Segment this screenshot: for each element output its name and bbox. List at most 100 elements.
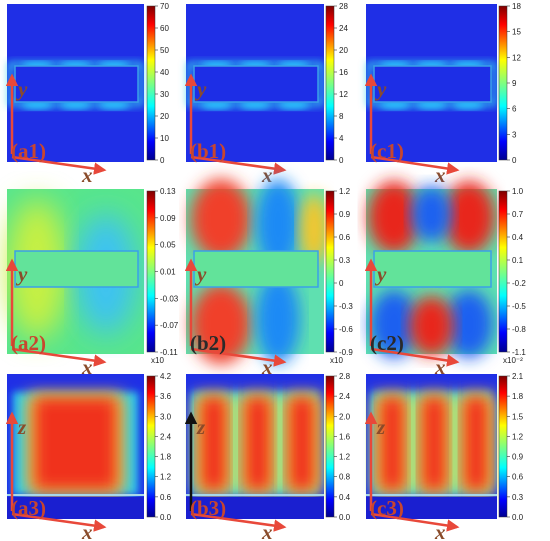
colorbar [498, 375, 508, 518]
colorbar-tick-label: 2.0 [339, 412, 351, 421]
panel-c3: z x (c3) 0.0 0.3 0.6 0.9 1.2 1.5 1.8 2.1 [364, 372, 524, 541]
colorbar [498, 5, 508, 161]
colorbar-tick-label: 60 [160, 24, 169, 33]
panel-b3: z x (b3) 0.0 0.4 0.8 1.2 1.6 2.0 2.4 2.8 [184, 372, 351, 541]
panel-a3: z x (a3) 0.0 0.6 1.2 1.8 2.4 3.0 3.6 4.2 [5, 372, 172, 541]
colorbar-tick-label: 2.8 [339, 372, 351, 381]
horizontal-axis-label: x [81, 163, 93, 187]
colorbar-tick-label: 70 [160, 2, 169, 11]
panel-label: (a1) [11, 139, 46, 163]
colorbar [325, 190, 335, 353]
horizontal-axis-arrow [370, 512, 460, 532]
colorbar-tick-label: 0.4 [339, 493, 351, 502]
colorbar-tick-label: 1.8 [512, 392, 524, 401]
colorbar-tick-label: 0.9 [512, 453, 524, 462]
colorbar-tick-label: 2.4 [339, 392, 351, 401]
colorbar-tick-label: 40 [160, 68, 169, 77]
colorbar-tick-label: 0.1 [512, 256, 524, 265]
vertical-axis-label: y [374, 262, 387, 286]
structure-outline [14, 65, 139, 103]
colorbar-tick-label: 0.8 [339, 473, 351, 482]
colorbar-tick-label: 4 [339, 134, 344, 143]
panel-c2: y x (c2) -1.1 -0.8 -0.5 -0.2 0.1 0.4 0.7 1.0 x10⁻² [364, 181, 526, 379]
colorbar-tick-label: 0.3 [339, 256, 351, 265]
panel-a1: y x (a1) 0 10 20 30 40 50 60 70 [5, 2, 169, 187]
panel-label: (a2) [11, 331, 46, 355]
colorbar-tick-label: 2.1 [512, 372, 524, 381]
colorbar-tick-label: 0.9 [339, 210, 351, 219]
horizontal-axis-label: x [434, 355, 446, 379]
vertical-axis-label: z [17, 415, 27, 439]
colorbar-tick-label: 0.0 [339, 513, 351, 522]
colorbar-multiplier: x10 [330, 356, 343, 365]
colorbar [325, 375, 335, 518]
colorbar-tick-label: 0.4 [512, 233, 524, 242]
colorbar-tick-label: 15 [512, 28, 521, 37]
panel-label: (b1) [190, 139, 226, 163]
colorbar-tick-label: 0.01 [160, 268, 176, 277]
colorbar-tick-label: 9 [512, 79, 517, 88]
colorbar-tick-label: 18 [512, 2, 521, 11]
colorbar-tick-label: -0.6 [339, 325, 353, 334]
colorbar-tick-label: 6 [512, 105, 517, 114]
vertical-axis-label: z [196, 415, 206, 439]
panel-label: (a3) [11, 496, 46, 520]
horizontal-axis-arrow [370, 155, 460, 175]
colorbar-tick-label: 0.6 [339, 233, 351, 242]
colorbar-tick-label: 30 [160, 90, 169, 99]
colorbar-tick-label: 0 [339, 156, 344, 165]
colorbar-tick-label: 2.4 [160, 432, 172, 441]
panel-label: (c1) [370, 139, 404, 163]
horizontal-axis-arrow [11, 347, 107, 367]
panel-a2: y x (a2) -0.11 -0.07 -0.03 0.01 0.05 0.09 0.13 x10 [5, 187, 179, 379]
colorbar-tick-label: -0.2 [512, 279, 526, 288]
colorbar-tick-label: 3.0 [160, 412, 172, 421]
colorbar-tick-label: 1.2 [160, 473, 172, 482]
panel-c1: y x (c1) 0 3 6 9 12 15 18 [364, 2, 521, 187]
colorbar-tick-label: 10 [160, 134, 169, 143]
colorbar-tick-label: 0.6 [160, 493, 172, 502]
colorbar-tick-label: -0.3 [339, 302, 353, 311]
colorbar-tick-label: 0.0 [512, 513, 524, 522]
colorbar-tick-label: -0.11 [160, 348, 178, 357]
colorbar-tick-label: 1.8 [160, 453, 172, 462]
vertical-axis-label: y [194, 262, 207, 286]
vertical-axis-label: y [15, 262, 28, 286]
horizontal-axis-arrow [11, 512, 107, 532]
colorbar-tick-label: 3 [512, 130, 517, 139]
colorbar [146, 5, 156, 161]
panel-b2: y x (b2) -0.9 -0.6 -0.3 0 0.3 0.6 0.9 1.2 x10 [184, 179, 353, 379]
colorbar-tick-label: 0 [160, 156, 165, 165]
colorbar-multiplier: x10⁻² [503, 356, 523, 365]
colorbar-tick-label: -1.1 [512, 348, 526, 357]
horizontal-axis-label: x [261, 163, 273, 187]
vertical-axis-label: y [194, 77, 207, 101]
horizontal-axis-label: x [261, 520, 273, 541]
colorbar-tick-label: 0 [512, 156, 517, 165]
colorbar-tick-label: -0.5 [512, 302, 526, 311]
colorbar-tick-label: 16 [339, 68, 348, 77]
colorbar-tick-label: 12 [512, 53, 521, 62]
structure-outline [193, 65, 319, 103]
vertical-axis-label: y [374, 77, 387, 101]
colorbar [146, 190, 156, 353]
horizontal-axis-label: x [81, 355, 93, 379]
colorbar-tick-label: 0.0 [160, 513, 172, 522]
colorbar-tick-label: 1.2 [339, 453, 351, 462]
colorbar-tick-label: 0.3 [512, 493, 524, 502]
structure-outline [373, 250, 492, 288]
horizontal-axis-arrow [11, 155, 107, 175]
vertical-axis-label: y [15, 77, 28, 101]
horizontal-axis-label: x [81, 520, 93, 541]
colorbar [325, 5, 335, 161]
colorbar-tick-label: -0.9 [339, 348, 353, 357]
colorbar-tick-label: 1.2 [512, 432, 524, 441]
panel-b1: y x (b1) 0 4 8 12 16 20 24 28 [184, 2, 348, 187]
horizontal-axis-label: x [261, 355, 273, 379]
colorbar-multiplier: x10 [151, 356, 164, 365]
colorbar-tick-label: 3.6 [160, 392, 172, 401]
colorbar-tick-label: -0.07 [160, 321, 179, 330]
horizontal-axis-arrow [190, 155, 287, 175]
colorbar-tick-label: 0.09 [160, 214, 176, 223]
